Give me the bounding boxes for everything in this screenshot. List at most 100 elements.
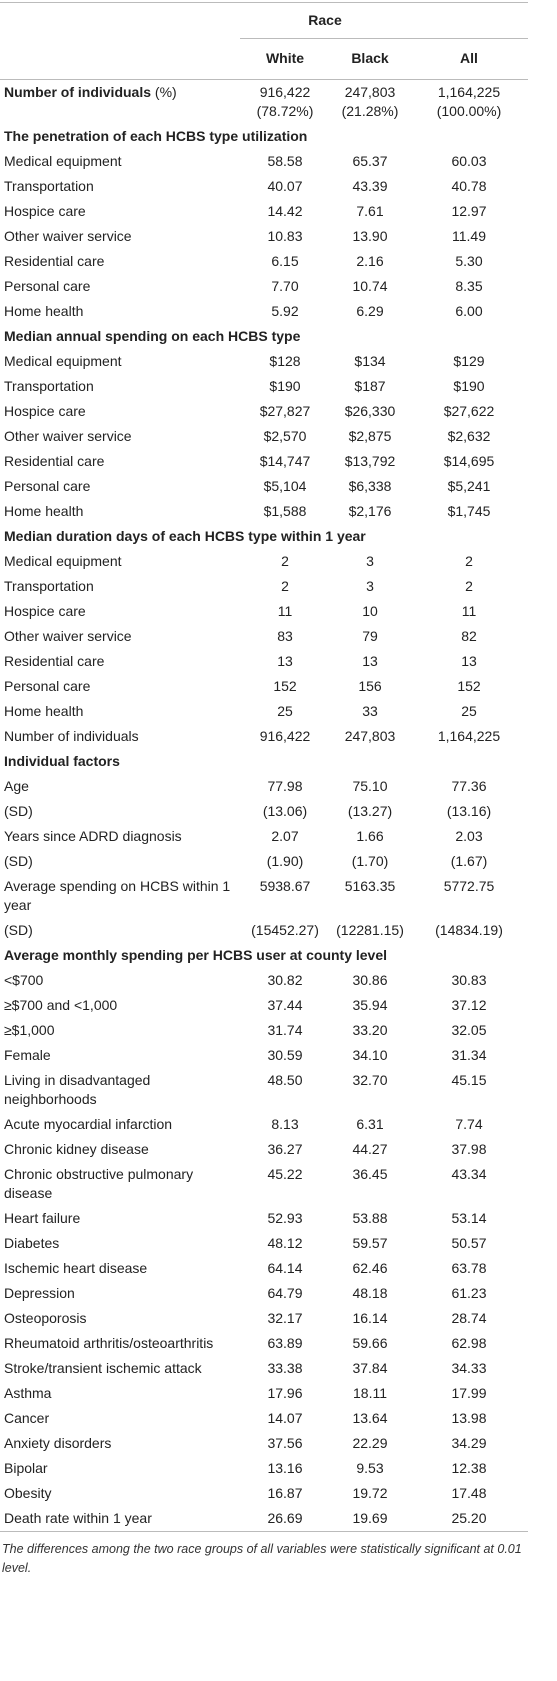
value-cell: $26,330 [344,403,396,419]
table-row: Personal care 7.70 10.74 8.35 [0,274,528,299]
value-cell: 5163.35 [344,878,396,894]
value-cell: 77.36 [451,778,487,794]
table-row: Death rate within 1 year 26.69 19.69 25.20 [0,1506,528,1532]
row-label: (SD) [4,803,33,819]
section-heading: Median duration days of each HCBS type w… [4,528,366,544]
row-label: Personal care [4,478,91,494]
value-cell: (14834.19) [435,922,503,938]
value-cell: 6.00 [455,303,483,319]
value-cell: 32.70 [352,1072,388,1088]
table-row: Transportation 2 3 2 [0,574,528,599]
value-cell: $2,570 [263,428,307,444]
table-row: Hospice care 14.42 7.61 12.97 [0,199,528,224]
value-cell: (13.16) [446,803,492,819]
value-cell: 62.46 [352,1260,388,1276]
row-label: Home health [4,503,84,519]
value-cell: 9.53 [356,1460,384,1476]
value-cell: 45.22 [267,1166,303,1182]
value-cell: 37.98 [451,1141,487,1157]
value-cell: 53.14 [451,1210,487,1226]
row-label: Transportation [4,578,94,594]
table-row: Acute myocardial infarction 8.13 6.31 7.74 [0,1112,528,1137]
table-row: Stroke/transient ischemic attack 33.38 37.… [0,1356,528,1381]
value-cell: 14.07 [267,1410,303,1426]
value-cell: 40.78 [451,178,487,194]
table-body: Number of individuals (%) 916,422 (78.72%)… [0,80,528,1532]
cell-value: 1,164,225 [437,84,501,100]
row-label: ≥$1,000 [4,1022,55,1038]
value-cell: 79 [362,628,378,644]
value-cell: 34.10 [352,1047,388,1063]
table-row: Years since ADRD diagnosis 2.07 1.66 2.03 [0,824,528,849]
group-header-row: Race [0,3,528,39]
value-cell: 25 [277,703,293,719]
table-row: Other waiver service 10.83 13.90 11.49 [0,224,528,249]
value-cell: 152 [457,678,481,694]
value-cell: 3 [366,553,374,569]
table-row: (SD) (13.06) (13.27) (13.16) [0,799,528,824]
table-row: ≥$700 and <1,000 37.44 35.94 37.12 [0,993,528,1018]
value-cell: 34.33 [451,1360,487,1376]
row-label: Number of individuals [4,728,139,744]
value-cell: 7.70 [271,278,299,294]
table-row: Median annual spending on each HCBS type [0,324,528,349]
row-label: Hospice care [4,403,86,419]
table-row: Asthma 17.96 18.11 17.99 [0,1381,528,1406]
row-label: ≥$700 and <1,000 [4,997,118,1013]
row-label: <$700 [4,972,44,988]
value-cell: 33.20 [352,1022,388,1038]
row-label: Medical equipment [4,553,122,569]
value-cell: 10.74 [352,278,388,294]
table-row: Individual factors [0,749,528,774]
value-cell: 33.38 [267,1360,303,1376]
cell-share: (78.72%) [256,103,314,119]
data-table: Race White Black All Number of individua… [0,2,528,1532]
value-cell: 63.78 [451,1260,487,1276]
value-cell: 37.44 [267,997,303,1013]
row-label: Depression [4,1285,75,1301]
table-row: Home health $1,588 $2,176 $1,745 [0,499,528,524]
row-label: Diabetes [4,1235,60,1251]
table-row: Other waiver service $2,570 $2,875 $2,632 [0,424,528,449]
value-cell: 25 [461,703,477,719]
value-cell: 2 [281,578,289,594]
value-cell: 13.90 [352,228,388,244]
value-cell: 58.58 [267,153,303,169]
row-label: Anxiety disorders [4,1435,112,1451]
table-row: Chronic kidney disease 36.27 44.27 37.98 [0,1137,528,1162]
value-cell: 13.64 [352,1410,388,1426]
row-label: Living in disadvantaged neighborhoods [4,1072,151,1107]
value-cell: 61.23 [451,1285,487,1301]
value-cell: 53.88 [352,1210,388,1226]
value-cell: $5,104 [263,478,307,494]
blank-cell [0,3,240,39]
value-cell: 17.96 [267,1385,303,1401]
value-cell: $190 [453,378,485,394]
row-label: Number of individuals (%) [0,80,240,125]
table-row: Rheumatoid arthritis/osteoarthritis 63.89… [0,1331,528,1356]
value-cell: 2 [465,553,473,569]
value-cell: 17.48 [451,1485,487,1501]
row-label: (SD) [4,922,33,938]
table-row: Personal care 152 156 152 [0,674,528,699]
table-row: Residential care $14,747 $13,792 $14,695 [0,449,528,474]
value-cell: 48.50 [267,1072,303,1088]
row-label: Chronic kidney disease [4,1141,149,1157]
table-row: (SD) (1.90) (1.70) (1.67) [0,849,528,874]
row-label: Cancer [4,1410,50,1426]
value-cell: 33 [362,703,378,719]
value-cell: (13.06) [262,803,308,819]
table-row: Residential care 6.15 2.16 5.30 [0,249,528,274]
value-cell: 11.49 [452,228,486,244]
table-row: The penetration of each HCBS type utiliz… [0,124,528,149]
value-cell: 10 [362,603,378,619]
cell-share: (21.28%) [341,103,399,119]
row-label: Stroke/transient ischemic attack [4,1360,202,1376]
value-cell: 50.57 [451,1235,487,1251]
table-row: ≥$1,000 31.74 33.20 32.05 [0,1018,528,1043]
value-cell: 14.42 [267,203,303,219]
value-cell: 26.69 [267,1510,303,1526]
value-cell: 48.18 [352,1285,388,1301]
value-cell: 10.83 [267,228,303,244]
